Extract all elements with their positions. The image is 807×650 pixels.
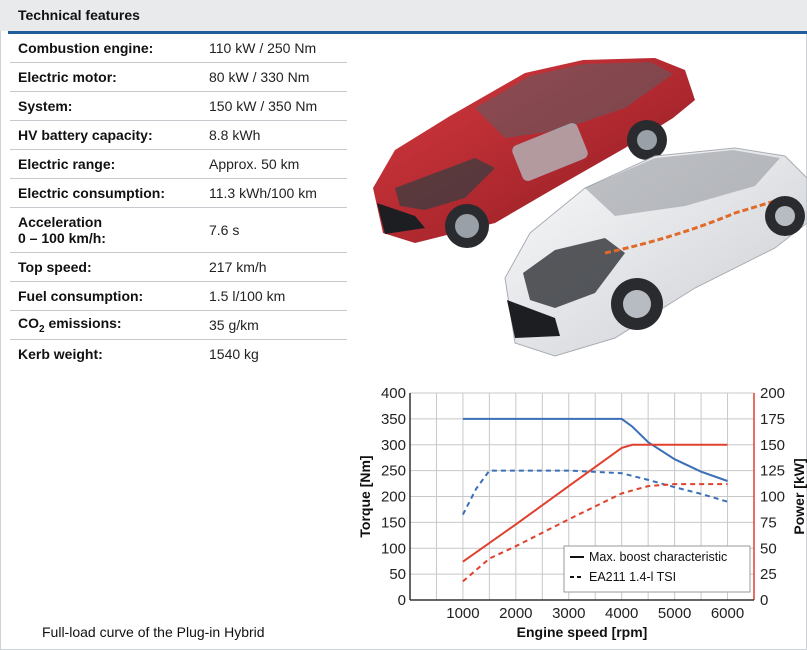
x-tick-label: 5000 bbox=[658, 605, 691, 622]
spec-row: HV battery capacity: 8.8 kWh bbox=[10, 120, 347, 150]
y2-tick-label: 175 bbox=[760, 411, 785, 428]
chart-legend: Max. boost characteristic EA211 1.4-l TSI bbox=[563, 545, 751, 593]
power-dashed-line bbox=[462, 483, 728, 583]
y2-tick-label: 125 bbox=[760, 463, 785, 480]
spec-table: Combustion engine: 110 kW / 250 Nm Elect… bbox=[10, 34, 347, 368]
header-rule bbox=[8, 31, 807, 34]
y2-tick-label: 0 bbox=[760, 592, 768, 609]
y2-tick-label: 25 bbox=[760, 566, 777, 583]
y2-tick-label: 150 bbox=[760, 437, 785, 454]
spec-value: 11.3 kWh/100 km bbox=[201, 178, 347, 208]
y-tick-label: 200 bbox=[381, 489, 406, 506]
spec-row: CO2 emissions: 35 g/km bbox=[10, 310, 347, 340]
spec-label: System: bbox=[10, 91, 201, 121]
spec-label: Electric motor: bbox=[10, 62, 201, 92]
y2-tick-label: 50 bbox=[760, 540, 777, 557]
y2-tick-label: 100 bbox=[760, 489, 785, 506]
spec-label: Electric consumption: bbox=[10, 178, 201, 208]
spec-label: Fuel consumption: bbox=[10, 281, 201, 311]
spec-label-rest: emissions: bbox=[44, 315, 122, 332]
y-axis-title: Torque [Nm] bbox=[357, 455, 373, 537]
y-tick-label: 350 bbox=[381, 411, 406, 428]
x-axis-title: Engine speed [rpm] bbox=[517, 624, 648, 640]
spec-row: Electric motor: 80 kW / 330 Nm bbox=[10, 62, 347, 92]
spec-row: Acceleration 0 – 100 km/h: 7.6 s bbox=[10, 207, 347, 253]
power-solid-line bbox=[462, 443, 728, 563]
y-tick-label: 300 bbox=[381, 437, 406, 454]
spec-label-text: CO bbox=[18, 315, 39, 332]
spec-row: Top speed: 217 km/h bbox=[10, 252, 347, 282]
legend-box bbox=[563, 545, 751, 593]
spec-row: Combustion engine: 110 kW / 250 Nm bbox=[10, 34, 347, 63]
y-tick-label: 400 bbox=[381, 385, 406, 402]
y2-tick-label: 75 bbox=[760, 514, 777, 531]
x-tick-label: 2000 bbox=[499, 605, 532, 622]
spec-row: Kerb weight: 1540 kg bbox=[10, 340, 347, 369]
full-load-chart: 0501001502002503003504000255075100125150… bbox=[357, 385, 807, 640]
spec-value: 80 kW / 330 Nm bbox=[201, 62, 347, 92]
spec-label: Electric range: bbox=[10, 149, 201, 179]
chart-axes: 0501001502002503003504000255075100125150… bbox=[357, 385, 807, 640]
torque-solid-line bbox=[462, 417, 728, 482]
spec-value: 1540 kg bbox=[209, 346, 259, 362]
cutaway-cars-illustration bbox=[373, 58, 807, 357]
spec-value: 35 g/km bbox=[201, 310, 347, 340]
spec-row: Electric consumption: 11.3 kWh/100 km bbox=[10, 178, 347, 208]
y-tick-label: 0 bbox=[398, 592, 406, 609]
x-tick-label: 6000 bbox=[711, 605, 744, 622]
spec-label: HV battery capacity: bbox=[10, 120, 201, 150]
x-tick-label: 1000 bbox=[446, 605, 479, 622]
chart-series bbox=[462, 417, 728, 583]
x-tick-label: 3000 bbox=[552, 605, 585, 622]
y-tick-label: 250 bbox=[381, 463, 406, 480]
spec-row: System: 150 kW / 350 Nm bbox=[10, 91, 347, 121]
spec-row: Fuel consumption: 1.5 l/100 km bbox=[10, 281, 347, 311]
spec-value: 150 kW / 350 Nm bbox=[201, 91, 347, 121]
section-title: Technical features bbox=[18, 7, 140, 23]
y2-axis-title: Power [kW] bbox=[791, 458, 807, 534]
y-tick-label: 100 bbox=[381, 540, 406, 557]
spec-row: Electric range: Approx. 50 km bbox=[10, 149, 347, 179]
spec-label: Acceleration 0 – 100 km/h: bbox=[10, 207, 201, 253]
spec-label-line2: 0 – 100 km/h: bbox=[18, 230, 106, 246]
spec-label-line1: Acceleration bbox=[18, 214, 103, 230]
red-car-shape bbox=[373, 58, 695, 248]
spec-value: 110 kW / 250 Nm bbox=[201, 34, 347, 63]
spec-value: 217 km/h bbox=[201, 252, 347, 282]
spec-label: Combustion engine: bbox=[10, 34, 201, 63]
spec-value: 7.6 s bbox=[201, 207, 347, 253]
spec-label-subscript: 2 bbox=[39, 323, 45, 335]
spec-value: Approx. 50 km bbox=[201, 149, 347, 179]
x-tick-label: 4000 bbox=[605, 605, 638, 622]
spec-value: 1.5 l/100 km bbox=[201, 281, 347, 311]
figure-caption: Full-load curve of the Plug-in Hybrid bbox=[42, 624, 265, 640]
white-car-shape bbox=[504, 147, 807, 357]
spec-label: CO2 emissions: bbox=[10, 310, 201, 340]
spec-label: Top speed: bbox=[10, 252, 201, 282]
y-tick-label: 150 bbox=[381, 514, 406, 531]
legend-label: EA211 1.4-l TSI bbox=[589, 570, 676, 584]
spec-label: Kerb weight: bbox=[18, 346, 103, 362]
section-header: Technical features bbox=[0, 0, 807, 31]
spec-value: 8.8 kWh bbox=[201, 120, 347, 150]
torque-dashed-line bbox=[462, 469, 728, 516]
legend-label: Max. boost characteristic bbox=[589, 550, 727, 564]
y2-tick-label: 200 bbox=[760, 385, 785, 402]
y-tick-label: 50 bbox=[389, 566, 406, 583]
